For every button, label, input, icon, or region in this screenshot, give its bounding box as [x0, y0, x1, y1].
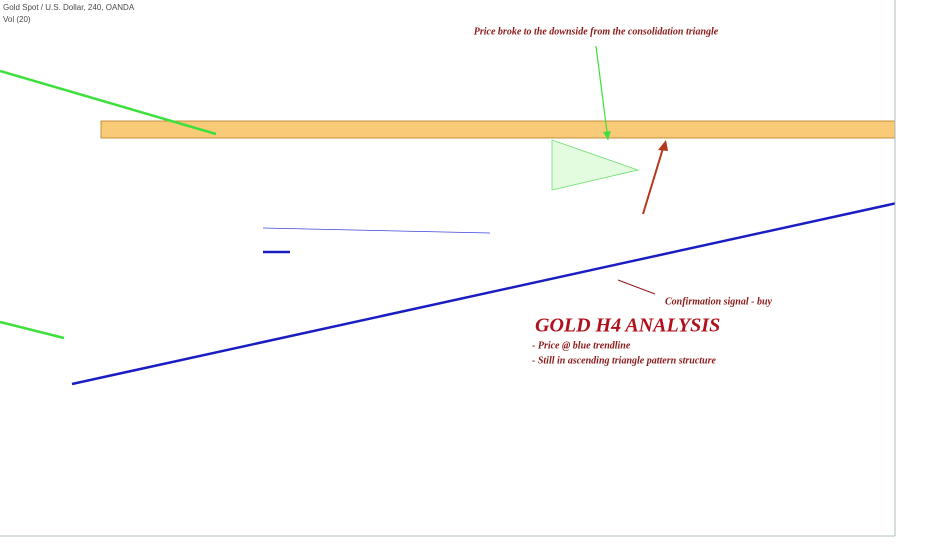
- arrow-head: [603, 131, 611, 140]
- trendline-green: [0, 69, 217, 136]
- annotation: - Price @ blue trendline: [532, 340, 631, 351]
- chart-title: Gold Spot / U.S. Dollar, 240, OANDA: [3, 3, 135, 12]
- trendline-blue: [71, 201, 898, 386]
- arrow: [617, 279, 656, 295]
- arrow: [642, 144, 665, 215]
- volume-label: Vol (20): [3, 15, 31, 24]
- annotation: Price broke to the downside from the con…: [474, 26, 719, 37]
- triangle: [551, 139, 640, 191]
- range-line: [262, 227, 491, 234]
- trendline-green: [0, 320, 65, 340]
- arrow: [595, 45, 609, 141]
- annotation: - Still in ascending triangle pattern st…: [532, 355, 716, 366]
- resistance-zone: [100, 120, 932, 139]
- heading: GOLD H4 ANALYSIS: [535, 315, 720, 337]
- price-axis: [895, 0, 932, 550]
- annotation: Confirmation signal - buy: [665, 296, 773, 307]
- arrow-head: [658, 140, 668, 151]
